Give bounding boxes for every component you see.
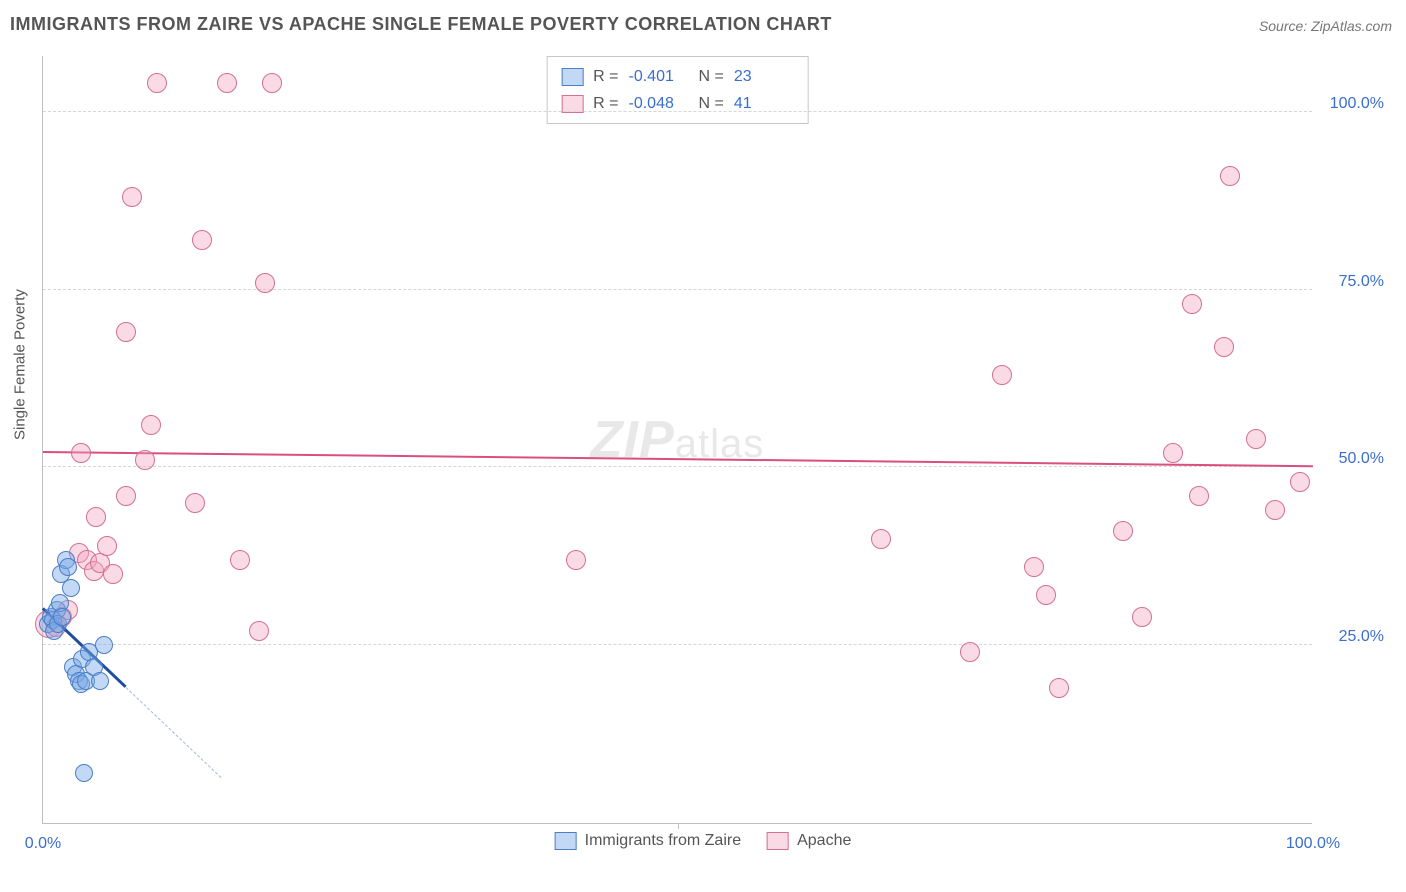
data-point [116,486,136,506]
data-point [1265,500,1285,520]
gridline [43,289,1312,290]
data-point [86,507,106,527]
y-tick-label: 25.0% [1339,628,1384,646]
data-point [192,230,212,250]
n-label: N = [699,63,724,90]
data-point [992,365,1012,385]
data-point [960,642,980,662]
legend-item-b: Apache [767,832,851,850]
data-point [1189,486,1209,506]
chart-title: IMMIGRANTS FROM ZAIRE VS APACHE SINGLE F… [10,14,832,35]
data-point [871,529,891,549]
gridline [43,111,1312,112]
y-axis-label: Single Female Poverty [12,289,29,440]
source-name: ZipAtlas.com [1311,18,1392,34]
trend-line [43,451,1313,467]
data-point [91,672,109,690]
r-value-a: -0.401 [629,63,689,90]
data-point [1024,557,1044,577]
data-point [1163,443,1183,463]
swatch-series-b [767,832,789,850]
data-point [230,550,250,570]
n-value-b: 41 [734,90,794,117]
legend-row-a: R = -0.401 N = 23 [561,63,794,90]
data-point [262,73,282,93]
data-point [249,621,269,641]
r-value-b: -0.048 [629,90,689,117]
legend-stats-box: R = -0.401 N = 23 R = -0.048 N = 41 [546,56,809,124]
n-value-a: 23 [734,63,794,90]
data-point [1220,166,1240,186]
data-point [1036,585,1056,605]
data-point [147,73,167,93]
n-label: N = [699,90,724,117]
data-point [1113,521,1133,541]
legend-label-b: Apache [797,832,851,850]
y-tick-label: 75.0% [1339,273,1384,291]
data-point [97,536,117,556]
gridline [43,644,1312,645]
data-point [1214,337,1234,357]
y-tick-label: 100.0% [1330,95,1384,113]
legend-bottom: Immigrants from Zaire Apache [555,832,852,850]
data-point [566,550,586,570]
data-point [135,450,155,470]
data-point [53,608,71,626]
x-tick-label: 100.0% [1286,835,1340,853]
legend-item-a: Immigrants from Zaire [555,832,741,850]
data-point [95,636,113,654]
data-point [1132,607,1152,627]
data-point [1246,429,1266,449]
data-point [62,579,80,597]
data-point [1290,472,1310,492]
data-point [141,415,161,435]
data-point [59,558,77,576]
data-point [122,187,142,207]
swatch-series-a [561,68,583,86]
r-label: R = [593,90,618,117]
data-point [71,443,91,463]
y-tick-label: 50.0% [1339,450,1384,468]
data-point [116,322,136,342]
x-tick-label: 0.0% [25,835,61,853]
data-point [1182,294,1202,314]
x-tick [678,823,679,829]
legend-row-b: R = -0.048 N = 41 [561,90,794,117]
source-prefix: Source: [1259,18,1311,34]
data-point [1049,678,1069,698]
gridline [43,466,1312,467]
r-label: R = [593,63,618,90]
swatch-series-a [555,832,577,850]
data-point [103,564,123,584]
data-point [75,764,93,782]
data-point [185,493,205,513]
plot-area: ZIPatlas R = -0.401 N = 23 R = -0.048 N … [42,56,1312,824]
data-point [255,273,275,293]
trend-line [125,687,221,778]
source-credit: Source: ZipAtlas.com [1259,18,1392,34]
data-point [217,73,237,93]
legend-label-a: Immigrants from Zaire [585,832,741,850]
